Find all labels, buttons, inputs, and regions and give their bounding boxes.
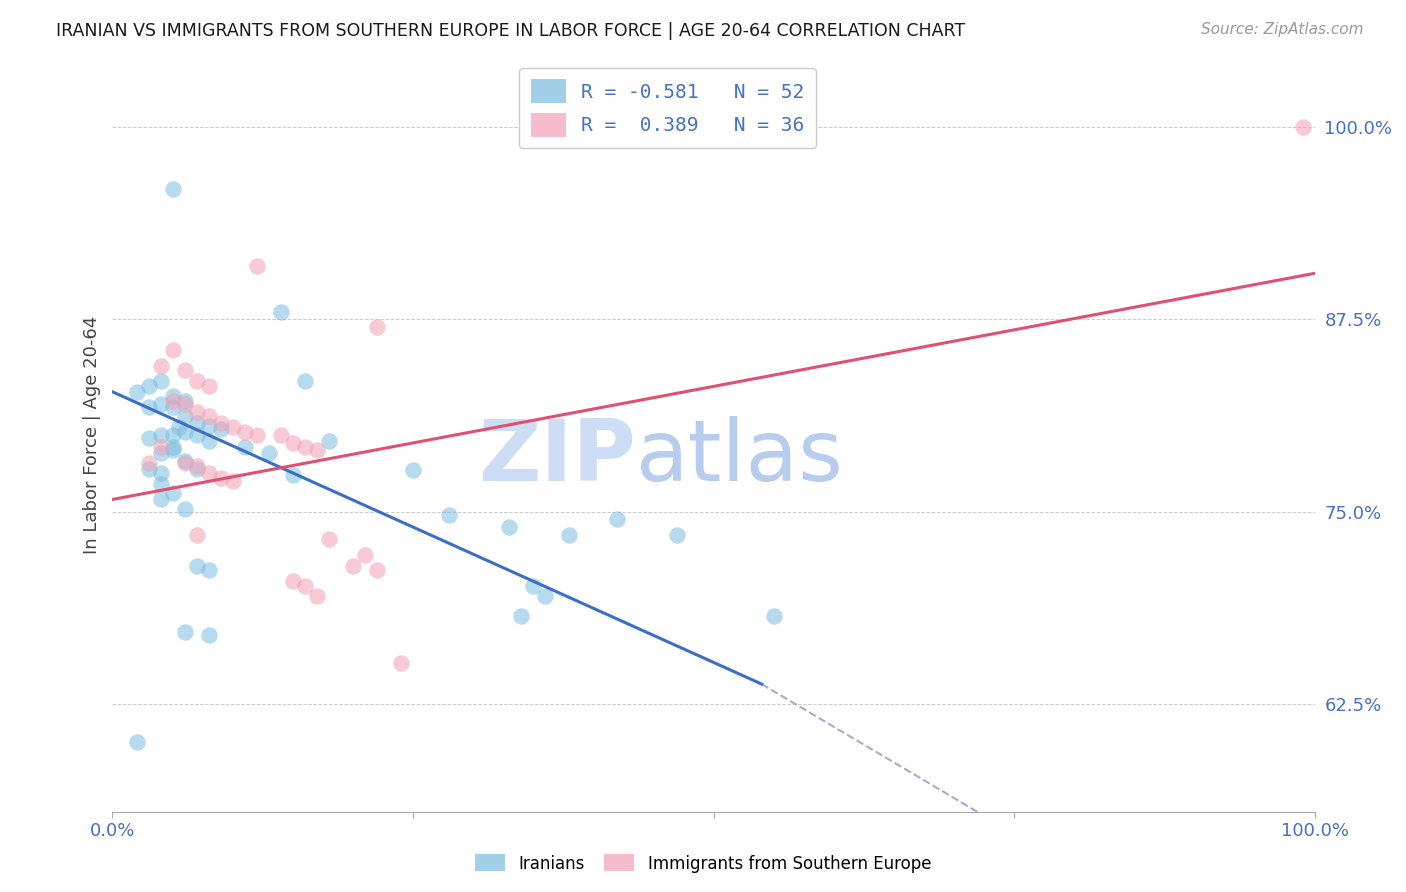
Point <box>138 461 160 475</box>
Point <box>149 477 172 491</box>
Point <box>162 427 184 442</box>
Point <box>162 343 184 358</box>
Point <box>162 389 184 403</box>
Point <box>173 454 195 468</box>
Point <box>366 320 388 334</box>
Point <box>125 384 148 399</box>
Point <box>173 501 195 516</box>
Point <box>294 440 316 454</box>
Point <box>294 579 316 593</box>
Point <box>209 416 232 430</box>
Legend: Iranians, Immigrants from Southern Europe: Iranians, Immigrants from Southern Europ… <box>468 847 938 880</box>
Point <box>186 374 208 388</box>
Point <box>281 435 304 450</box>
Point <box>233 425 256 439</box>
Point <box>197 563 219 577</box>
Point <box>197 628 219 642</box>
Legend: R = -0.581   N = 52, R =  0.389   N = 36: R = -0.581 N = 52, R = 0.389 N = 36 <box>519 68 815 148</box>
Point <box>173 409 195 424</box>
Point <box>186 416 208 430</box>
Point <box>197 409 219 424</box>
Point <box>162 440 184 454</box>
Point <box>281 574 304 588</box>
Point <box>222 420 245 434</box>
Point <box>186 458 208 473</box>
Point <box>125 735 148 749</box>
Point <box>197 418 219 433</box>
Point <box>173 456 195 470</box>
Point <box>366 563 388 577</box>
Point <box>197 378 219 392</box>
Point <box>186 528 208 542</box>
Point <box>354 548 377 562</box>
Point <box>1291 120 1313 135</box>
Point <box>606 512 628 526</box>
Point <box>186 461 208 475</box>
Point <box>162 443 184 458</box>
Point <box>305 590 328 604</box>
Point <box>498 520 520 534</box>
Point <box>666 528 689 542</box>
Point <box>246 259 269 273</box>
Point <box>173 363 195 377</box>
Point <box>209 471 232 485</box>
Point <box>197 434 219 448</box>
Point <box>209 422 232 436</box>
Point <box>522 579 544 593</box>
Text: Source: ZipAtlas.com: Source: ZipAtlas.com <box>1201 22 1364 37</box>
Point <box>162 400 184 414</box>
Point <box>342 558 364 573</box>
Point <box>186 427 208 442</box>
Point <box>246 427 269 442</box>
Text: atlas: atlas <box>636 416 844 499</box>
Point <box>138 431 160 445</box>
Point <box>762 609 785 624</box>
Point <box>186 558 208 573</box>
Point <box>257 446 280 460</box>
Point <box>318 434 340 448</box>
Point <box>162 486 184 500</box>
Point <box>149 374 172 388</box>
Point <box>149 427 172 442</box>
Point <box>294 374 316 388</box>
Point <box>402 463 425 477</box>
Point <box>149 440 172 454</box>
Point <box>162 182 184 196</box>
Point <box>389 656 412 670</box>
Text: IRANIAN VS IMMIGRANTS FROM SOUTHERN EUROPE IN LABOR FORCE | AGE 20-64 CORRELATIO: IRANIAN VS IMMIGRANTS FROM SOUTHERN EURO… <box>56 22 966 40</box>
Text: ZIP: ZIP <box>478 416 636 499</box>
Point <box>510 609 533 624</box>
Point <box>270 427 292 442</box>
Point <box>149 359 172 373</box>
Point <box>197 467 219 481</box>
Point <box>281 467 304 482</box>
Point <box>318 533 340 547</box>
Point <box>534 590 557 604</box>
Point <box>173 624 195 639</box>
Point <box>138 378 160 392</box>
Point <box>173 425 195 439</box>
Y-axis label: In Labor Force | Age 20-64: In Labor Force | Age 20-64 <box>83 316 101 554</box>
Point <box>270 305 292 319</box>
Point <box>305 443 328 458</box>
Point <box>222 474 245 488</box>
Point <box>173 397 195 411</box>
Point <box>149 492 172 507</box>
Point <box>149 467 172 481</box>
Point <box>149 446 172 460</box>
Point <box>437 508 460 522</box>
Point <box>186 405 208 419</box>
Point <box>149 397 172 411</box>
Point <box>173 394 195 409</box>
Point <box>162 394 184 409</box>
Point <box>167 420 190 434</box>
Point <box>138 456 160 470</box>
Point <box>233 440 256 454</box>
Point <box>138 400 160 414</box>
Point <box>558 528 581 542</box>
